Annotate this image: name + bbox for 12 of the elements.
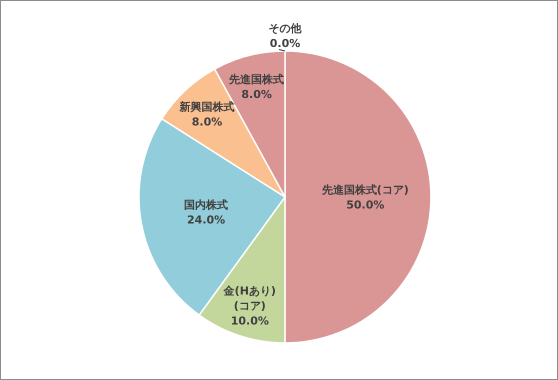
- slice-label: 金(Hあり)(コア): [222, 284, 276, 312]
- data-label: 10.0%: [230, 314, 269, 328]
- data-label: 8.0%: [192, 115, 222, 128]
- slice-label: 先進国株式: [228, 73, 284, 86]
- data-label: 24.0%: [187, 214, 226, 227]
- slice-label: 先進国株式(コア): [320, 184, 409, 196]
- slice-label: 新興国株式: [178, 100, 235, 114]
- data-label: 8.0%: [241, 88, 272, 102]
- slice-label: 国内株式: [184, 198, 228, 212]
- text: 0.0%: [270, 36, 300, 50]
- category-label: その他: [268, 22, 302, 35]
- data-label: 50.0%: [346, 198, 384, 212]
